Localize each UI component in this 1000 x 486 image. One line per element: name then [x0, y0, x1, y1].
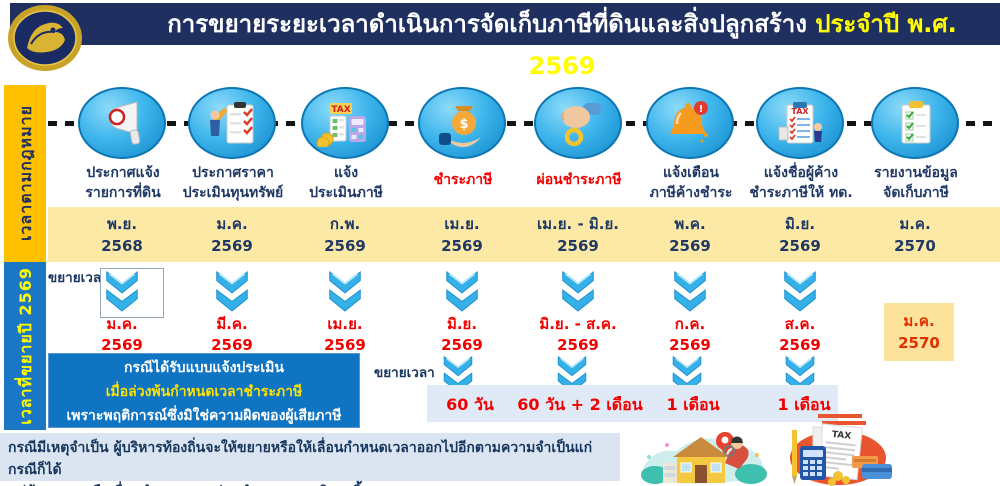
chevron-double-down-icon: [674, 270, 706, 312]
extended-month-2: มี.ค. 2569: [211, 315, 253, 354]
sidebar-extended-time-label: เวลาที่ขยายปี 2569: [15, 267, 35, 425]
legal-month-6: พ.ค. 2569: [669, 215, 711, 255]
extended-month-7: ส.ค. 2569: [779, 315, 821, 354]
page-title-main: การขยายระยะเวลาดำเนินการจัดเก็บภาษีที่ดิ…: [167, 10, 807, 38]
info-box-line2: เมื่อล่วงพ้นกำหนดเวลาชำระภาษี: [105, 384, 303, 400]
step-label-debtor-names: แจ้งชื่อผู้ค้าง ชำระภาษีให้ ทด.: [749, 165, 853, 201]
tax-sign-text: TAX: [331, 105, 350, 115]
debtor-list-icon: TAX: [756, 87, 844, 159]
duration-pay-tax: 60 วัน: [446, 395, 494, 414]
duration-installment: 60 วัน + 2 เดือน: [517, 395, 643, 414]
legal-months-band: [48, 207, 1000, 262]
step-label-report-data: รายงานข้อมูล จัดเก็บภาษี: [874, 165, 958, 201]
reminder-bell-icon: !: [646, 87, 734, 159]
installment-coin-icon: [534, 87, 622, 159]
sidebar-extended-time: เวลาที่ขยายปี 2569: [4, 262, 46, 430]
sidebar-legal-time: เวลาตามกฎหมาย: [4, 85, 46, 262]
legal-month-8: ม.ค. 2570: [894, 215, 936, 255]
chevron-double-down-icon: [106, 270, 138, 312]
tax-assessment-icon: TAX: [301, 87, 389, 159]
footnote-line1: กรณีมีเหตุจำเป็น ผู้บริหารท้องถิ่นจะให้ข…: [8, 440, 593, 478]
extension-duration-band: [427, 385, 838, 422]
tax-list-title-text: TAX: [791, 107, 809, 116]
footnote-line2: แต่ต้องขยายหรือเลื่อนกำหนดเวลาก่อนกำหนดเ…: [8, 481, 620, 486]
step-label-announce-appraisal: ประกาศราคา ประเมินทุนทรัพย์: [182, 165, 284, 201]
extended-month-1: ม.ค. 2569: [101, 315, 143, 354]
tax-calculation-illustration: TAX: [780, 412, 902, 486]
step-label-installment: ผ่อนชำระภาษี: [536, 172, 622, 188]
assessment-received-late-info-box: กรณีได้รับแบบแจ้งประเมิน เมื่อล่วงพ้นกำห…: [48, 353, 360, 428]
alert-mark-text: !: [699, 104, 704, 115]
legal-month-2: ม.ค. 2569: [211, 215, 253, 255]
page-title-year: ประจำปี พ.ศ. 2569: [528, 10, 957, 80]
chevron-double-down-icon: [784, 270, 816, 312]
step-label-pay-tax: ชำระภาษี: [433, 172, 493, 188]
extend-time-label-row2: ขยายเวลา: [374, 365, 435, 381]
timeline-dotted-line: [48, 121, 996, 126]
dollar-sign-text: $: [459, 117, 468, 132]
legal-month-7: มิ.ย. 2569: [779, 215, 821, 255]
legal-month-5: เม.ย. - มิ.ย. 2569: [537, 215, 619, 255]
report-checklist-icon: [871, 87, 959, 159]
legal-month-1: พ.ย. 2568: [101, 215, 143, 255]
header-bar: การขยายระยะเวลาดำเนินการจัดเก็บภาษีที่ดิ…: [10, 3, 1000, 80]
chevron-double-down-icon: [216, 270, 248, 312]
megaphone-icon: [78, 87, 166, 159]
house-inspection-illustration: [633, 427, 773, 486]
step-label-assessment-notice: แจ้ง ประเมินภาษี: [309, 165, 383, 201]
chevron-double-down-icon: [329, 270, 361, 312]
ministry-emblem-icon: [7, 4, 83, 72]
duration-debtor-list: 1 เดือน: [777, 395, 831, 414]
legal-month-3: ก.พ. 2569: [324, 215, 366, 255]
extended-month-3: เม.ย. 2569: [324, 315, 366, 354]
info-box-line1: กรณีได้รับแบบแจ้งประเมิน: [124, 360, 284, 376]
duration-reminder: 1 เดือน: [666, 395, 720, 414]
extended-month-6: ก.ค. 2569: [669, 315, 711, 354]
chevron-double-down-icon: [446, 270, 478, 312]
sidebar-legal-time-label: เวลาตามกฎหมาย: [15, 105, 35, 242]
page-title: การขยายระยะเวลาดำเนินการจัดเก็บภาษีที่ดิ…: [130, 3, 994, 80]
info-box-line3: เพราะพฤติการณ์ซึ่งมิใช่ความผิดของผู้เสีย…: [66, 408, 342, 424]
step-label-announce-land: ประกาศแจ้ง รายการที่ดิน: [85, 165, 161, 201]
extended-month-5: มิ.ย. - ส.ค. 2569: [539, 315, 617, 354]
legal-month-4: เม.ย. 2569: [441, 215, 483, 255]
tax-doc-title-text: TAX: [831, 430, 851, 442]
appraisal-checklist-icon: [188, 87, 276, 159]
footnote: กรณีมีเหตุจำเป็น ผู้บริหารท้องถิ่นจะให้ข…: [0, 433, 620, 486]
extend-time-label-row1: ขยายเวลา: [48, 270, 109, 286]
extended-month-4: มิ.ย. 2569: [441, 315, 483, 354]
step-label-overdue-reminder: แจ้งเตือน ภาษีค้างชำระ: [649, 165, 733, 201]
extended-month-8-highlight: ม.ค. 2570: [884, 303, 954, 361]
pay-tax-icon: $: [418, 87, 506, 159]
chevron-double-down-icon: [562, 270, 594, 312]
